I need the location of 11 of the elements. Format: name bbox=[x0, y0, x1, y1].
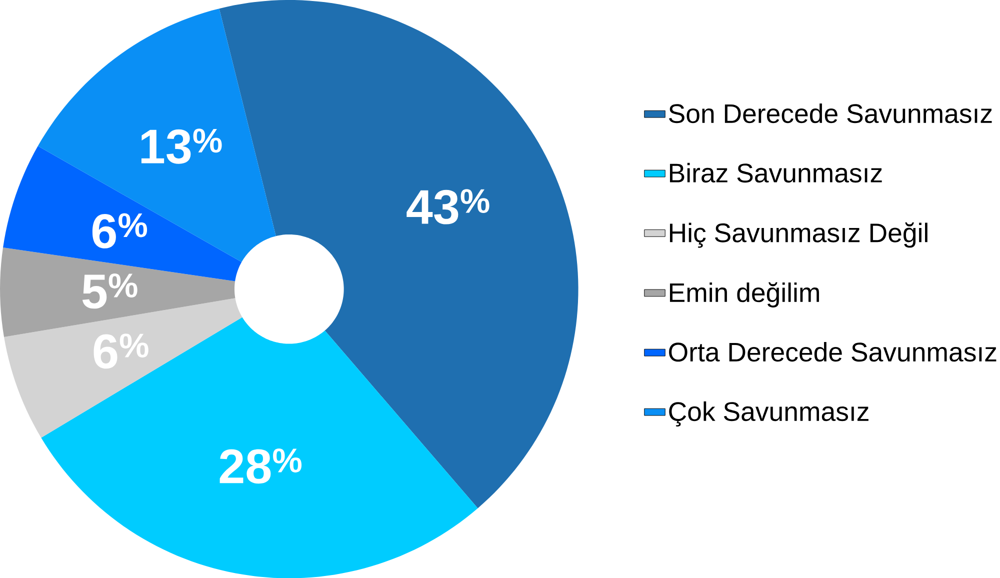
legend-label: Orta Derecede Savunmasız bbox=[669, 342, 996, 362]
data-label: 43$^{%}$ bbox=[406, 189, 490, 224]
data-label: 6$^{%}$ bbox=[92, 213, 148, 248]
data-label: 13$^{%}$ bbox=[141, 128, 222, 164]
legend-label: Emin değilim bbox=[670, 282, 819, 308]
legend-label: Hiç Savunmasız Değil bbox=[670, 222, 928, 248]
data-label: 28$^{%}$ bbox=[220, 448, 302, 484]
data-label: 5$^{%}$ bbox=[82, 273, 138, 309]
legend-label: Son Derecede Savunmasız bbox=[669, 103, 992, 123]
legend-label: Çok Savunmasız bbox=[669, 401, 868, 426]
legend-label: Biraz Savunmasız bbox=[670, 162, 882, 182]
